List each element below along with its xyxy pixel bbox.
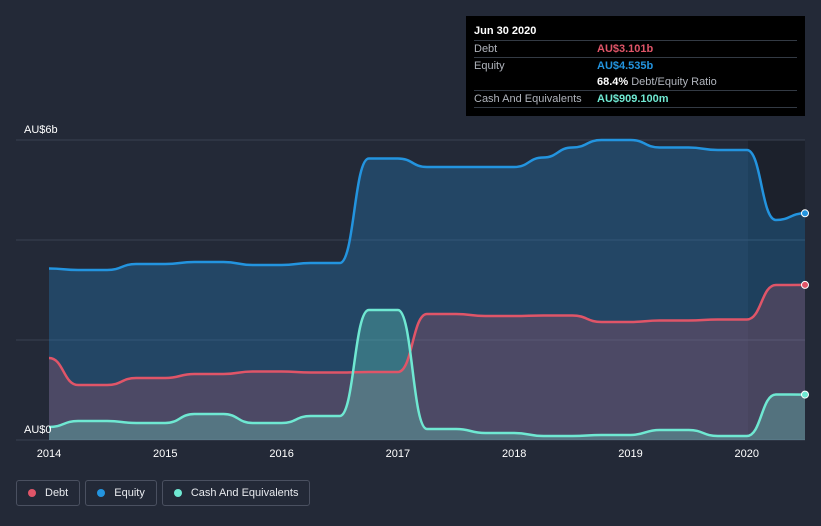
series-end-markers xyxy=(801,209,809,399)
tooltip-equity-value: AU$4.535b xyxy=(597,60,654,72)
debt-dot-icon xyxy=(28,489,36,497)
debt-line xyxy=(48,283,806,387)
x-axis-labels: 2014 2015 2016 2017 2018 2019 2020 xyxy=(37,448,759,460)
data-tooltip: Jun 30 2020 Debt AU$3.101b Equity AU$4.5… xyxy=(466,16,805,116)
equity-area xyxy=(49,140,805,440)
tooltip-debt-label: Debt xyxy=(474,43,498,55)
debt-area xyxy=(49,284,805,440)
x-tick-label: 2016 xyxy=(269,448,293,460)
legend-label-equity: Equity xyxy=(114,487,145,499)
x-tick-label: 2014 xyxy=(37,448,61,460)
tooltip-cash-label: Cash And Equivalents xyxy=(474,93,582,105)
y-tick-label: AU$6b xyxy=(24,124,58,136)
y-tick-label: AU$0 xyxy=(24,424,52,436)
x-tick-label: 2015 xyxy=(153,448,177,460)
tooltip-row-equity: Equity AU$4.535b xyxy=(474,58,797,74)
tooltip-row-debt: Debt AU$3.101b xyxy=(474,41,797,58)
x-tick-label: 2017 xyxy=(386,448,410,460)
x-tick-label: 2019 xyxy=(618,448,642,460)
legend-item-debt[interactable]: Debt xyxy=(16,480,81,506)
tooltip-row-cash: Cash And Equivalents AU$909.100m xyxy=(474,91,797,108)
chart-legend: Debt Equity Cash And Equivalents xyxy=(16,480,311,506)
cash-area xyxy=(49,310,805,440)
cash-end-point xyxy=(801,390,809,399)
tooltip-ratio-label: Debt/Equity Ratio xyxy=(631,76,717,88)
legend-label-cash: Cash And Equivalents xyxy=(190,487,299,499)
x-tick-label: 2018 xyxy=(502,448,526,460)
plot-background xyxy=(16,140,805,440)
y-axis-labels: AU$6b AU$0 xyxy=(24,124,58,436)
gridlines xyxy=(16,139,805,441)
tooltip-cash-value: AU$909.100m xyxy=(597,93,669,105)
tooltip-equity-label: Equity xyxy=(474,60,505,72)
highlight-band xyxy=(748,140,805,440)
tooltip-debt-value: AU$3.101b xyxy=(597,43,654,55)
legend-item-equity[interactable]: Equity xyxy=(85,480,157,506)
equity-dot-icon xyxy=(97,489,106,497)
debt-end-point xyxy=(801,280,809,289)
legend-item-cash[interactable]: Cash And Equivalents xyxy=(161,480,311,506)
tooltip-date: Jun 30 2020 xyxy=(474,24,797,41)
cash-dot-icon xyxy=(173,489,182,497)
equity-line xyxy=(48,138,806,272)
series-lines xyxy=(48,138,806,438)
series-areas xyxy=(49,140,805,440)
x-tick-label: 2020 xyxy=(735,448,759,460)
tooltip-row-ratio: 68.4% Debt/Equity Ratio xyxy=(474,74,797,91)
equity-end-point xyxy=(801,209,809,218)
tooltip-ratio-value: 68.4% xyxy=(597,76,629,88)
legend-label-debt: Debt xyxy=(45,487,69,499)
cash-line xyxy=(48,308,806,438)
